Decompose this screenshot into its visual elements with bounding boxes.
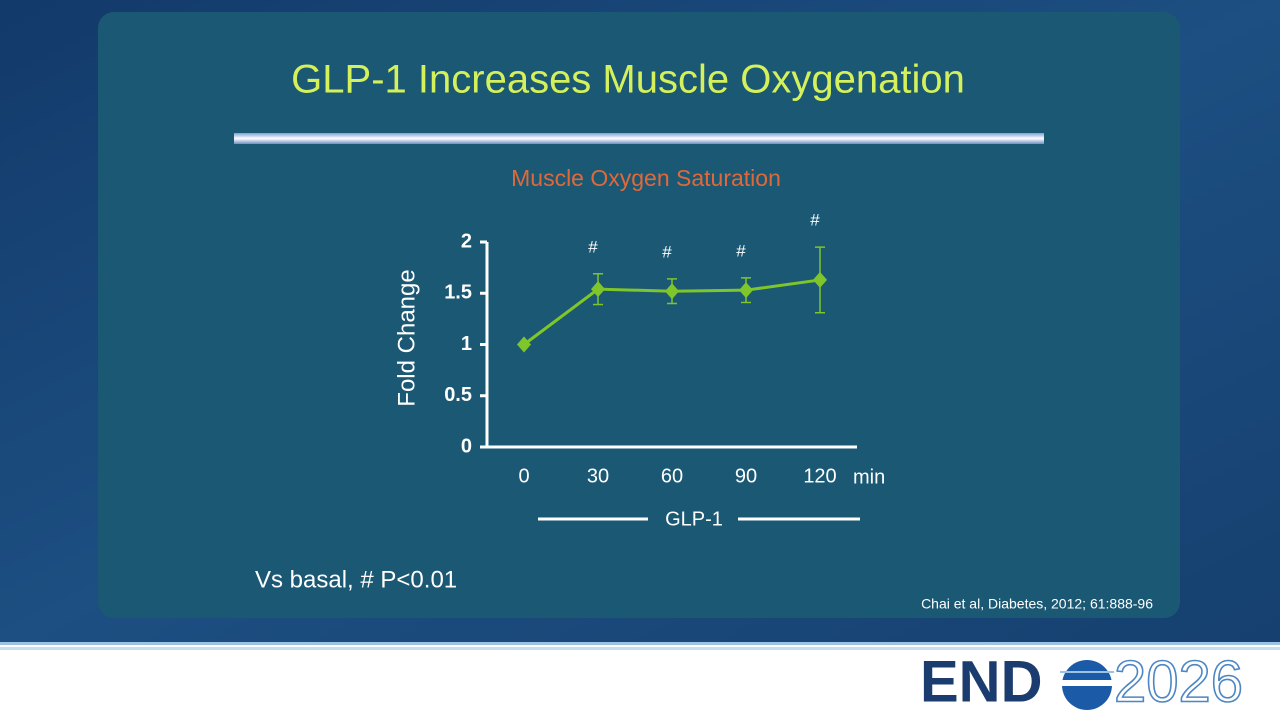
point [739, 282, 753, 299]
point [591, 281, 605, 298]
logo-globe [1060, 660, 1114, 710]
y-tick-label: 0.5 [444, 384, 472, 406]
y-tick-label: 1.5 [444, 282, 472, 304]
logo-text: 2026 [1114, 649, 1243, 714]
x-unit: min [853, 466, 885, 488]
x-tick-label: 120 [803, 465, 836, 487]
x-tick-label: 30 [587, 465, 609, 487]
point [517, 336, 531, 353]
y-tick-label: 0 [461, 435, 472, 457]
footnote: Vs basal, # P<0.01 [255, 566, 457, 593]
y-tick-label: 2 [461, 230, 472, 252]
x-tick-label: 90 [735, 465, 757, 487]
annotation: # [662, 242, 672, 261]
point [665, 283, 679, 300]
y-axis-label: Fold Change [393, 269, 420, 406]
logo-text: END [920, 649, 1042, 714]
annotation: # [588, 237, 598, 256]
plot: 0 0.5 1 1.5 2 0 30 60 90 120 # # # # [444, 211, 857, 487]
annotation: # [810, 211, 820, 230]
panel [98, 12, 1180, 618]
x-tick-label: 0 [518, 465, 529, 487]
divider [0, 642, 1280, 645]
slide-title: GLP-1 Increases Muscle Oxygenation [291, 58, 965, 102]
y-tick-label: 1 [461, 333, 472, 355]
annotation: # [736, 241, 746, 260]
separator [234, 133, 1044, 144]
point [813, 271, 827, 288]
x-tick-label: 60 [661, 465, 683, 487]
citation: Chai et al, Diabetes, 2012; 61:888-96 [921, 596, 1153, 612]
divider [0, 647, 1280, 650]
x-axis-label: GLP-1 [665, 508, 723, 530]
chart-title: Muscle Oxygen Saturation [511, 165, 781, 191]
